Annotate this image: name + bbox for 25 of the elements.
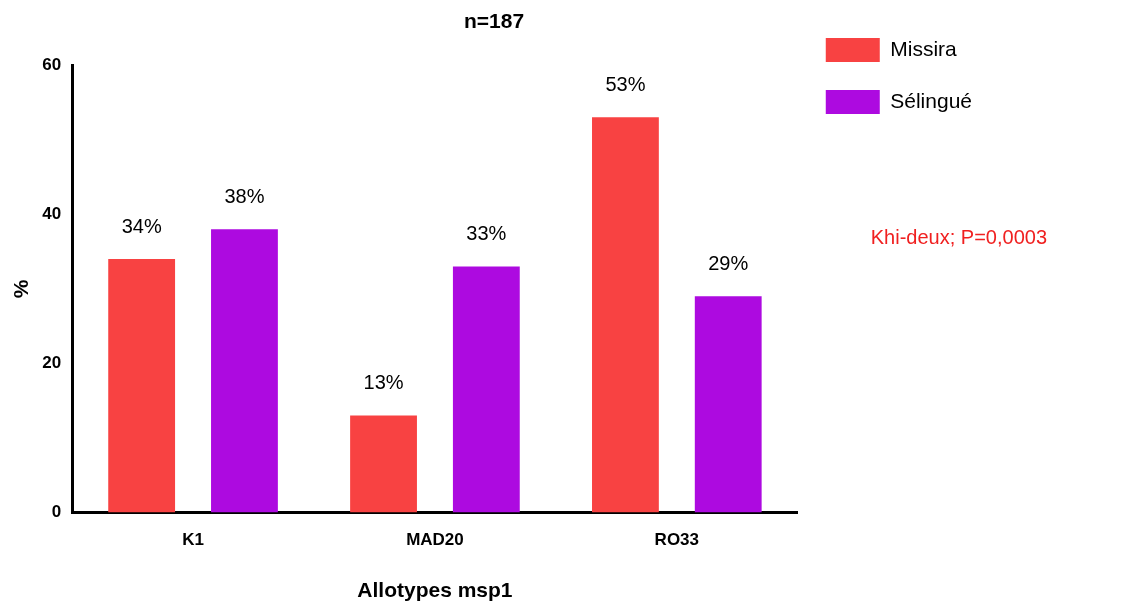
bar [694, 296, 762, 513]
x-axis-title: Allotypes msp1 [357, 578, 513, 602]
y-tick-label: 60 [42, 54, 62, 74]
data-label: 29% [708, 251, 749, 274]
y-tick-label: 0 [51, 502, 62, 522]
x-tick-label: K1 [182, 530, 204, 550]
chart-title: n=187 [463, 9, 525, 33]
legend-label: Sélingué [890, 88, 972, 112]
data-label: 38% [224, 184, 265, 207]
bar [211, 229, 278, 513]
x-tick-label: MAD20 [406, 530, 464, 550]
y-tick-label: 20 [42, 353, 62, 373]
x-tick-label: RO33 [654, 530, 700, 550]
bar [592, 117, 659, 513]
bar [108, 258, 176, 513]
data-label: 34% [121, 214, 162, 237]
bar [452, 266, 520, 513]
data-label: 33% [466, 221, 507, 244]
data-label: 53% [605, 72, 646, 95]
bar [350, 415, 417, 513]
y-tick-label: 40 [42, 203, 62, 223]
legend-label: Missira [890, 36, 958, 60]
data-label: 13% [363, 371, 404, 394]
y-axis-title: % [9, 279, 33, 299]
text: Khi-deux; P=0,0003 [870, 225, 1048, 248]
